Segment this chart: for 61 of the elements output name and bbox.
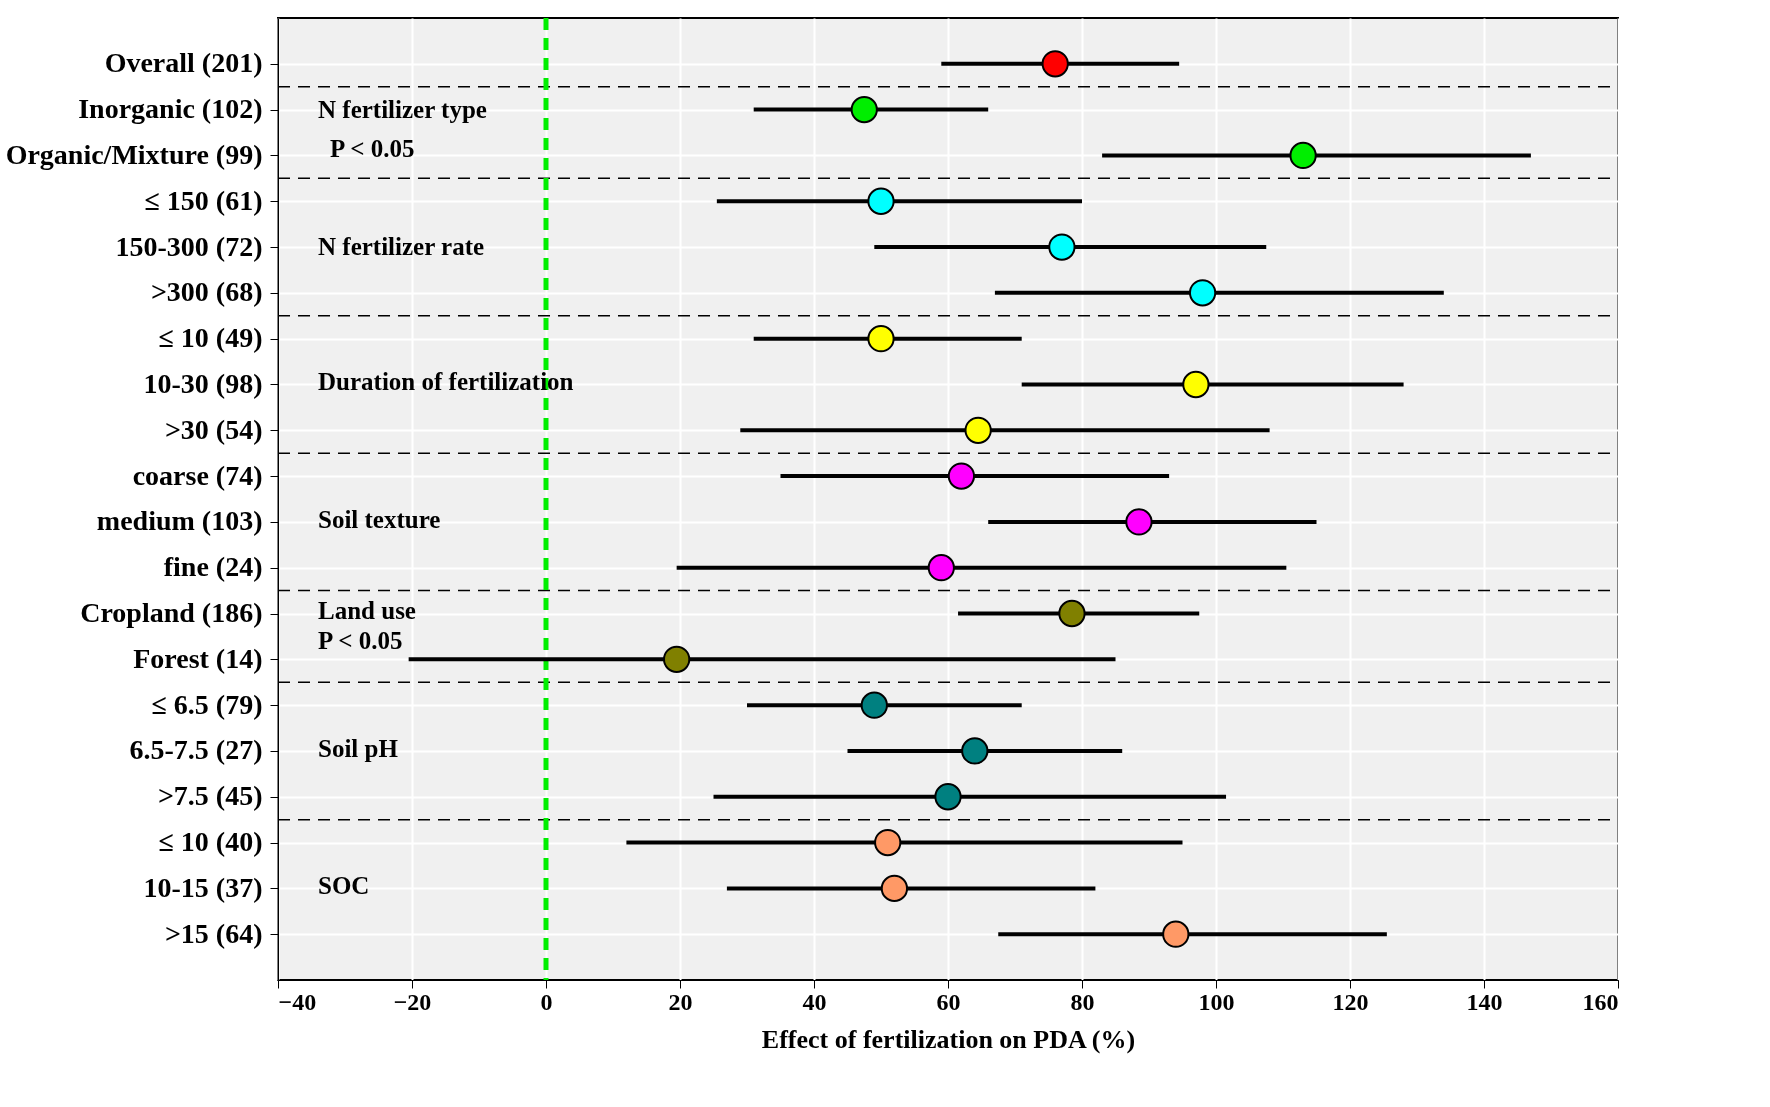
- point: [860, 691, 888, 719]
- x-tick-label: −40: [278, 988, 317, 1015]
- y-tick-label: Inorganic (102): [78, 93, 263, 125]
- annotation: P < 0.05: [318, 627, 403, 655]
- annotation: N fertilizer type: [318, 95, 487, 123]
- point: [867, 325, 895, 353]
- point: [964, 416, 992, 444]
- y-tick-label: >300 (68): [150, 276, 263, 308]
- annotation: N fertilizer rate: [318, 233, 485, 261]
- x-tick-label: 120: [1332, 988, 1369, 1015]
- annotation: Soil texture: [318, 505, 441, 533]
- point: [874, 828, 902, 857]
- annotation: Soil pH: [318, 734, 399, 762]
- point: [1182, 370, 1210, 399]
- y-tick-label: ≤ 10 (40): [158, 826, 263, 858]
- y-tick-label: >15 (64): [164, 917, 263, 949]
- point: [927, 554, 955, 582]
- point: [961, 737, 989, 765]
- x-tick-label: −20: [393, 988, 432, 1015]
- x-tick-label: 160: [1582, 988, 1619, 1015]
- point: [1048, 233, 1076, 261]
- annotation: Land use: [318, 597, 416, 625]
- y-tick-label: medium (103): [96, 505, 263, 537]
- y-tick-label: >30 (54): [164, 413, 263, 445]
- y-tick-label: ≤ 10 (49): [158, 322, 263, 354]
- point: [1162, 920, 1190, 948]
- point: [663, 645, 691, 673]
- annotation: SOC: [318, 872, 370, 900]
- x-tick-label: 20: [668, 988, 693, 1015]
- x-tick-label: 80: [1070, 988, 1095, 1015]
- y-tick-label: coarse (74): [132, 459, 263, 491]
- point: [934, 783, 962, 811]
- y-tick-label: ≤ 150 (61): [144, 184, 263, 216]
- x-tick-label: 60: [936, 988, 961, 1015]
- point: [1188, 279, 1217, 307]
- y-tick-label: 150-300 (72): [115, 230, 263, 262]
- y-tick-label: Organic/Mixture (99): [5, 138, 263, 170]
- annotation: Duration of fertilization: [318, 368, 574, 396]
- x-tick-label: 140: [1466, 988, 1503, 1015]
- point: [880, 874, 909, 903]
- x-tick-label: 40: [802, 988, 827, 1015]
- y-tick-label: ≤ 6.5 (79): [151, 688, 263, 720]
- point: [867, 187, 895, 215]
- point: [947, 462, 976, 490]
- y-tick-label: fine (24): [163, 551, 263, 583]
- y-tick-label: 10-30 (98): [143, 367, 263, 399]
- point: [1058, 599, 1086, 628]
- point: [1041, 50, 1069, 78]
- point: [850, 96, 878, 124]
- point: [1289, 141, 1317, 170]
- y-tick-label: >7.5 (45): [157, 780, 263, 812]
- y-tick-label: 6.5-7.5 (27): [129, 734, 263, 766]
- point: [1125, 508, 1153, 536]
- y-tick-label: 10-15 (37): [143, 871, 263, 903]
- y-tick-label: Overall (201): [104, 47, 263, 79]
- annotation: P < 0.05: [330, 134, 415, 162]
- x-tick-label: 0: [540, 988, 553, 1015]
- x-tick-label: 100: [1198, 988, 1235, 1015]
- y-tick-label: Cropland (186): [80, 597, 263, 629]
- y-tick-label: Forest (14): [133, 642, 263, 674]
- x-axis-title: Effect of fertilization on PDA (%): [761, 1024, 1136, 1054]
